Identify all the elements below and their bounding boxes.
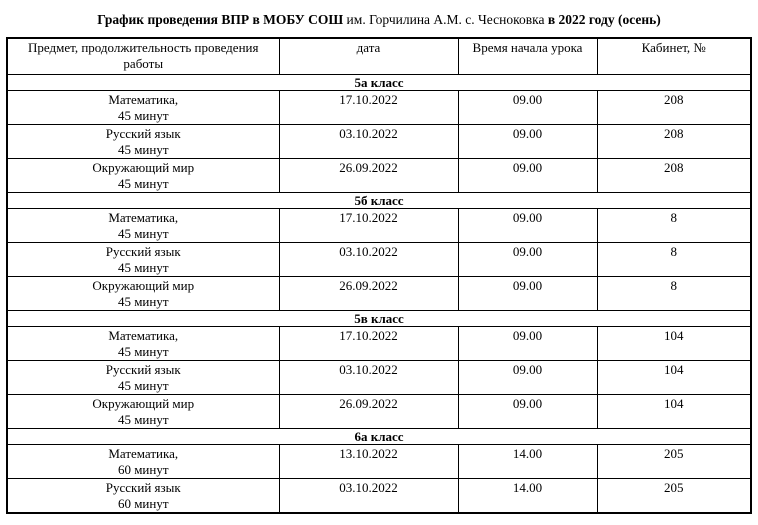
subject-name: Русский язык	[105, 480, 181, 495]
subject-name: Математика,	[108, 210, 179, 225]
table-row: Математика, 60 минут 13.10.2022 14.00 205	[6, 444, 752, 479]
time-cell: 09.00	[457, 326, 598, 361]
time-cell: 09.00	[457, 394, 598, 429]
column-header-time: Время начала урока	[457, 37, 598, 75]
subject-duration: 45 минут	[117, 107, 169, 123]
class-section-label: 5б класс	[6, 192, 752, 209]
title-bold-prefix: График проведения ВПР в МОБУ СОШ	[97, 12, 344, 27]
column-header-subject: Предмет, продолжительность проведения ра…	[6, 37, 280, 75]
time-cell: 09.00	[457, 242, 598, 277]
subject-cell: Математика, 45 минут	[6, 90, 280, 125]
subject-duration: 45 минут	[117, 411, 169, 427]
subject-cell: Математика, 60 минут	[6, 444, 280, 479]
class-section-row: 5в класс	[6, 310, 752, 327]
subject-cell: Русский язык 45 минут	[6, 242, 280, 277]
subject-name: Математика,	[108, 446, 179, 461]
subject-duration: 45 минут	[117, 225, 169, 241]
date-cell: 26.09.2022	[278, 276, 459, 311]
date-cell: 03.10.2022	[278, 360, 459, 395]
time-cell: 09.00	[457, 90, 598, 125]
table-row: Математика, 45 минут 17.10.2022 09.00 8	[6, 208, 752, 243]
room-cell: 208	[596, 158, 752, 193]
class-section-row: 5б класс	[6, 192, 752, 209]
table-row: Окружающий мир 45 минут 26.09.2022 09.00 104	[6, 394, 752, 429]
room-cell: 208	[596, 90, 752, 125]
table-row: Русский язык 45 минут 03.10.2022 09.00 8	[6, 242, 752, 277]
subject-cell: Окружающий мир 45 минут	[6, 276, 280, 311]
time-cell: 09.00	[457, 276, 598, 311]
title-normal-middle: им. Горчилина А.М. с. Чесноковка	[343, 12, 548, 27]
subject-name: Окружающий мир	[92, 160, 195, 175]
room-cell: 208	[596, 124, 752, 159]
table-row: Математика, 45 минут 17.10.2022 09.00 104	[6, 326, 752, 361]
subject-name: Русский язык	[105, 244, 181, 259]
subject-duration: 45 минут	[117, 259, 169, 275]
subject-cell: Математика, 45 минут	[6, 208, 280, 243]
subject-duration: 45 минут	[117, 343, 169, 359]
date-cell: 03.10.2022	[278, 124, 459, 159]
subject-name: Математика,	[108, 92, 179, 107]
subject-duration: 60 минут	[117, 495, 169, 511]
class-section-label: 6а класс	[6, 428, 752, 445]
date-cell: 26.09.2022	[278, 394, 459, 429]
class-section-row: 6а класс	[6, 428, 752, 445]
subject-cell: Русский язык 45 минут	[6, 360, 280, 395]
subject-cell: Математика, 45 минут	[6, 326, 280, 361]
date-cell: 26.09.2022	[278, 158, 459, 193]
class-section-label: 5а класс	[6, 74, 752, 91]
subject-cell: Русский язык 60 минут	[6, 478, 280, 514]
subject-duration: 60 минут	[117, 461, 169, 477]
date-cell: 03.10.2022	[278, 478, 459, 514]
class-section-label: 5в класс	[6, 310, 752, 327]
room-cell: 8	[596, 208, 752, 243]
date-cell: 03.10.2022	[278, 242, 459, 277]
subject-name: Русский язык	[105, 362, 181, 377]
time-cell: 09.00	[457, 360, 598, 395]
column-header-date: дата	[278, 37, 459, 75]
subject-duration: 45 минут	[117, 293, 169, 309]
date-cell: 17.10.2022	[278, 326, 459, 361]
table-row: Окружающий мир 45 минут 26.09.2022 09.00 8	[6, 276, 752, 311]
room-cell: 205	[596, 444, 752, 479]
table-row: Русский язык 45 минут 03.10.2022 09.00 104	[6, 360, 752, 395]
subject-cell: Русский язык 45 минут	[6, 124, 280, 159]
column-header-room: Кабинет, №	[596, 37, 752, 75]
room-cell: 104	[596, 326, 752, 361]
subject-cell: Окружающий мир 45 минут	[6, 394, 280, 429]
vpr-schedule-table: Предмет, продолжительность проведения ра…	[6, 37, 752, 514]
time-cell: 09.00	[457, 158, 598, 193]
title-bold-suffix: в 2022 году (осень)	[547, 12, 661, 27]
subject-name: Математика,	[108, 328, 179, 343]
room-cell: 104	[596, 360, 752, 395]
table-row: Окружающий мир 45 минут 26.09.2022 09.00 208	[6, 158, 752, 193]
table-row: Русский язык 45 минут 03.10.2022 09.00 208	[6, 124, 752, 159]
date-cell: 17.10.2022	[278, 208, 459, 243]
subject-duration: 45 минут	[117, 377, 169, 393]
room-cell: 8	[596, 276, 752, 311]
room-cell: 104	[596, 394, 752, 429]
subject-cell: Окружающий мир 45 минут	[6, 158, 280, 193]
subject-duration: 45 минут	[117, 141, 169, 157]
subject-name: Русский язык	[105, 126, 181, 141]
date-cell: 17.10.2022	[278, 90, 459, 125]
table-row: Математика, 45 минут 17.10.2022 09.00 208	[6, 90, 752, 125]
subject-name: Окружающий мир	[92, 396, 195, 411]
date-cell: 13.10.2022	[278, 444, 459, 479]
table-row: Русский язык 60 минут 03.10.2022 14.00 205	[6, 478, 752, 514]
room-cell: 205	[596, 478, 752, 514]
page-title: График проведения ВПР в МОБУ СОШ им. Гор…	[0, 12, 758, 28]
class-section-row: 5а класс	[6, 74, 752, 91]
subject-duration: 45 минут	[117, 175, 169, 191]
room-cell: 8	[596, 242, 752, 277]
subject-name: Окружающий мир	[92, 278, 195, 293]
time-cell: 09.00	[457, 208, 598, 243]
time-cell: 14.00	[457, 478, 598, 514]
table-header-row: Предмет, продолжительность проведения ра…	[6, 37, 752, 75]
time-cell: 09.00	[457, 124, 598, 159]
time-cell: 14.00	[457, 444, 598, 479]
